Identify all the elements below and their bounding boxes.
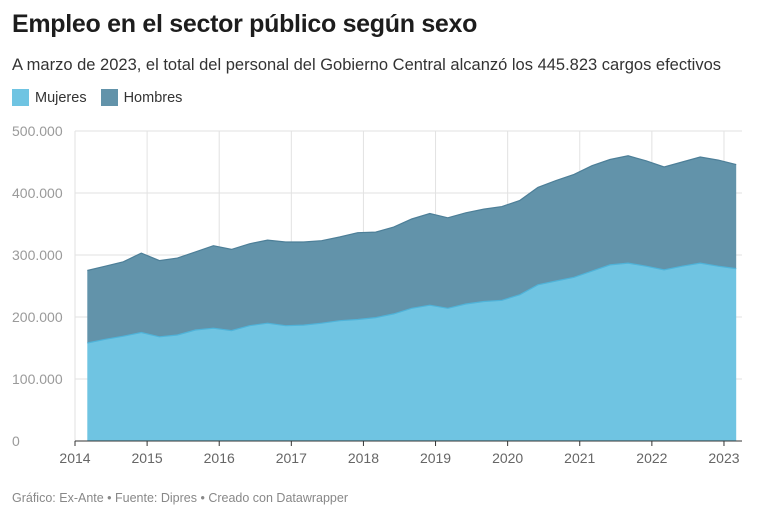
y-tick-label: 300.000 [12,247,63,263]
x-tick-label: 2022 [636,450,667,466]
chart-legend: Mujeres Hombres [12,89,182,106]
y-tick-label: 200.000 [12,309,63,325]
x-tick-label: 2016 [204,450,235,466]
y-tick-label: 400.000 [12,185,63,201]
x-tick-label: 2015 [132,450,163,466]
y-tick-label: 100.000 [12,371,63,387]
legend-swatch-hombres [100,89,118,106]
line-hombres [87,155,737,272]
legend-swatch-mujeres [12,89,29,106]
x-tick-label: 2023 [708,450,739,466]
x-tick-label: 2014 [59,450,90,466]
x-tick-label: 2020 [492,450,523,466]
legend-label-mujeres: Mujeres [35,89,87,106]
chart-footer: Gráfico: Ex-Ante • Fuente: Dipres • Crea… [12,491,348,505]
x-tick-label: 2017 [276,450,307,466]
y-tick-label: 500.000 [12,123,63,139]
x-tick-label: 2018 [348,450,379,466]
x-tick-label: 2021 [564,450,595,466]
x-tick-label: 2019 [420,450,451,466]
legend-item-mujeres: Mujeres [12,89,87,106]
area-mujeres [87,263,737,441]
chart-title: Empleo en el sector público según sexo [12,10,478,38]
legend-item-hombres: Hombres [100,89,183,106]
area-hombres [87,155,737,343]
legend-label-hombres: Hombres [123,89,183,106]
y-tick-label: 0 [12,433,20,449]
chart-subtitle: A marzo de 2023, el total del personal d… [12,56,722,74]
line-mujeres [87,262,737,344]
